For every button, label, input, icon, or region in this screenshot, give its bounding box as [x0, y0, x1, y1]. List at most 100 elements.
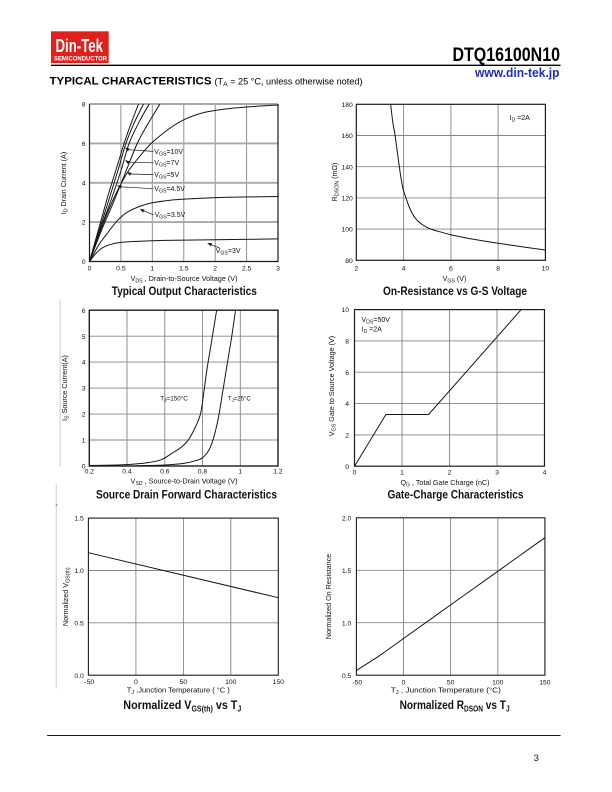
svg-text:4: 4: [543, 469, 547, 476]
svg-text:Normalized RDSON vs TJ: Normalized RDSON vs TJ: [400, 698, 510, 714]
svg-text:150: 150: [539, 679, 551, 686]
svg-text:VGS=10V: VGS=10V: [154, 149, 183, 158]
svg-text:1.5: 1.5: [342, 568, 352, 575]
svg-text:3: 3: [276, 266, 280, 273]
svg-text:0: 0: [353, 469, 357, 476]
svg-text:0.5: 0.5: [342, 673, 352, 680]
svg-text:Normalized On Resistance: Normalized On Resistance: [324, 554, 333, 640]
svg-text:ID =2A: ID =2A: [362, 327, 383, 336]
svg-text:120: 120: [341, 196, 353, 203]
svg-text:140: 140: [341, 164, 353, 171]
svg-text:2: 2: [354, 266, 358, 273]
svg-text:VGS=5V: VGS=5V: [154, 172, 179, 181]
svg-text:1.0: 1.0: [342, 620, 352, 627]
svg-text:www.din-tek.jp: www.din-tek.jp: [474, 65, 559, 80]
svg-text:100: 100: [492, 679, 504, 686]
svg-text:160: 160: [341, 133, 353, 140]
svg-text:180: 180: [341, 102, 353, 109]
svg-text:1.5: 1.5: [74, 516, 84, 523]
svg-text:0.5: 0.5: [74, 620, 84, 627]
svg-text:50: 50: [180, 679, 188, 686]
svg-text:50: 50: [447, 679, 455, 686]
svg-text:1.2: 1.2: [273, 468, 283, 475]
svg-text:0.4: 0.4: [122, 468, 132, 475]
svg-text:3: 3: [82, 386, 86, 393]
svg-text:VGS Gate to Source Voltage (V: VGS Gate to Source Voltage (V): [327, 336, 338, 436]
svg-text:2.0: 2.0: [342, 515, 352, 522]
svg-text:150: 150: [273, 679, 285, 686]
svg-text:1: 1: [400, 469, 404, 476]
svg-text:DTQ16100N10: DTQ16100N10: [453, 45, 561, 66]
svg-text:1: 1: [82, 438, 86, 445]
svg-text:4: 4: [402, 266, 406, 273]
svg-text:0: 0: [345, 464, 349, 471]
svg-text:1: 1: [150, 266, 154, 273]
svg-text:On-Resistance vs G-S Voltage: On-Resistance vs G-S Voltage: [383, 284, 527, 298]
svg-text:TJ=150°C: TJ=150°C: [160, 395, 188, 404]
svg-text:0.0: 0.0: [74, 673, 84, 680]
svg-text:6: 6: [82, 141, 86, 148]
svg-text:2: 2: [448, 469, 452, 476]
svg-text:8: 8: [345, 339, 349, 346]
svg-text:ID =2A: ID =2A: [510, 115, 531, 124]
svg-text:VDS , Drain-to-Source Voltage: VDS , Drain-to-Source Voltage (V): [131, 274, 238, 285]
svg-text:6: 6: [82, 308, 86, 315]
svg-text:VGS=3V: VGS=3V: [216, 248, 241, 257]
svg-text:0.8: 0.8: [198, 468, 208, 475]
svg-text:IS Source Current(A): IS Source Current(A): [60, 355, 71, 421]
svg-text:Source Drain Forward Character: Source Drain Forward Characteristics: [96, 487, 277, 501]
svg-text:(TA = 25 °C, unless otherwise: (TA = 25 °C, unless otherwise noted): [215, 76, 363, 88]
svg-text:-50: -50: [84, 679, 94, 686]
svg-text:0: 0: [82, 259, 86, 266]
svg-text:TJ , Junction Temperature (°C): TJ , Junction Temperature (°C): [391, 685, 501, 696]
svg-text:10: 10: [341, 307, 349, 314]
svg-text:TJ ,Junction Temperature ( °: TJ ,Junction Temperature ( °C ): [127, 685, 230, 696]
svg-text:Normalized VGS(th) vs TJ: Normalized VGS(th) vs TJ: [123, 698, 241, 714]
svg-text:2: 2: [213, 266, 217, 273]
svg-text:10: 10: [542, 266, 550, 273]
svg-text:ID Drain Current (A): ID Drain Current (A): [59, 152, 70, 215]
svg-text:VDS=50V: VDS=50V: [362, 317, 391, 326]
svg-text:1.0: 1.0: [74, 568, 84, 575]
svg-text:0.6: 0.6: [160, 468, 170, 475]
svg-text:SEMICONDUCTOR: SEMICONDUCTOR: [54, 55, 107, 62]
svg-text:VGS=3.5V: VGS=3.5V: [155, 212, 186, 221]
svg-text:VGS=7V: VGS=7V: [154, 160, 179, 169]
svg-text:100: 100: [341, 227, 353, 234]
svg-text:QG , Total Gate Charge (nC): QG , Total Gate Charge (nC): [401, 478, 490, 489]
svg-text:0: 0: [88, 266, 92, 273]
svg-text:1.5: 1.5: [179, 266, 189, 273]
svg-text:TYPICAL CHARACTERISTICS: TYPICAL CHARACTERISTICS: [50, 75, 212, 87]
svg-text:VSD , Source-to-Drain Voltage: VSD , Source-to-Drain Voltage (V): [131, 477, 238, 488]
svg-text:4: 4: [82, 180, 86, 187]
svg-text:0.2: 0.2: [85, 468, 95, 475]
svg-text:2: 2: [82, 220, 86, 227]
svg-text:VGS=4.5V: VGS=4.5V: [154, 186, 185, 195]
svg-text:VGS (V): VGS (V): [443, 274, 467, 285]
svg-text:TJ=25°C: TJ=25°C: [228, 395, 251, 404]
svg-text:RDSON (mΩ): RDSON (mΩ): [330, 163, 341, 202]
svg-text:3: 3: [495, 469, 499, 476]
svg-text:8: 8: [496, 266, 500, 273]
svg-text:1: 1: [238, 468, 242, 475]
svg-text:100: 100: [225, 679, 237, 686]
svg-text:2: 2: [345, 433, 349, 440]
svg-text:3: 3: [534, 753, 539, 764]
svg-text:0: 0: [134, 679, 138, 686]
svg-text:4: 4: [345, 401, 349, 408]
svg-text:Din-Tek: Din-Tek: [56, 36, 104, 56]
svg-text:6: 6: [345, 370, 349, 377]
svg-text:Gate-Charge Characteristics: Gate-Charge Characteristics: [388, 487, 524, 501]
svg-text:8: 8: [82, 102, 86, 109]
svg-text:Typical Output Characteristics: Typical Output Characteristics: [112, 284, 257, 298]
svg-text:2.5: 2.5: [242, 266, 252, 273]
svg-text:-50: -50: [352, 679, 362, 686]
svg-text:80: 80: [345, 258, 353, 265]
svg-text:Normalized VGS(th): Normalized VGS(th): [61, 567, 72, 626]
svg-text:4: 4: [82, 360, 86, 367]
svg-text:0.5: 0.5: [116, 266, 126, 273]
svg-text:0: 0: [402, 679, 406, 686]
svg-text:0: 0: [82, 464, 86, 471]
svg-text:2: 2: [82, 412, 86, 419]
svg-text:5: 5: [82, 334, 86, 341]
